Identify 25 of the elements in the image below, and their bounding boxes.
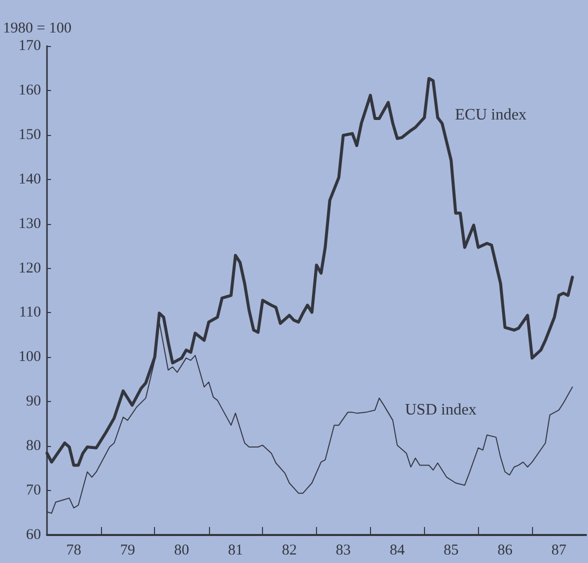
x-tick-label: 84 [390, 542, 406, 558]
y-tick-label: 100 [18, 349, 41, 366]
y-tick-label: 80 [26, 438, 41, 454]
x-tick-label: 82 [282, 542, 297, 558]
y-tick-label: 90 [26, 394, 41, 410]
x-tick-label: 87 [551, 542, 567, 558]
y-tick-label: 160 [18, 82, 41, 98]
x-tick-label: 81 [228, 542, 243, 558]
y-tick-label: 70 [26, 482, 41, 499]
y-tick-label: 110 [19, 304, 41, 321]
x-tick-label: 83 [336, 542, 351, 558]
y-tick-label: 170 [18, 38, 41, 54]
y-tick-label: 60 [26, 527, 41, 543]
x-tick-label: 80 [174, 542, 190, 558]
annotation: USD index [405, 402, 477, 418]
x-tick-label: 79 [120, 542, 136, 558]
y-tick-label: 150 [18, 126, 41, 143]
y-tick-label: 120 [18, 260, 41, 276]
x-tick-label: 85 [444, 542, 459, 558]
y-axis-title: 1980 = 100 [3, 20, 72, 36]
y-tick-label: 130 [18, 216, 41, 232]
x-tick-label: 86 [497, 542, 513, 558]
x-tick-label: 78 [66, 542, 82, 558]
annotation: ECU index [455, 106, 527, 124]
y-tick-label: 140 [18, 171, 41, 188]
